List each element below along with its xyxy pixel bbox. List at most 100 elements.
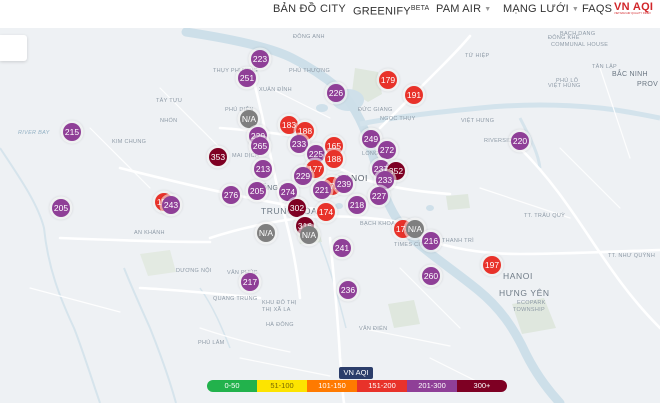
- place-label: TỨ HIỆP: [465, 53, 490, 59]
- aqi-marker[interactable]: N/A: [406, 220, 424, 238]
- aqi-marker[interactable]: 265: [251, 137, 269, 155]
- nav-pam-air-label: PAM AIR: [436, 3, 482, 15]
- place-label: HÀ ĐÔNG: [266, 322, 294, 328]
- place-label: BẮC NINH: [612, 71, 648, 78]
- place-label: TT. TRÂU QUỲ: [524, 213, 566, 219]
- legend-title: VN AQI: [339, 367, 373, 379]
- aqi-marker[interactable]: 226: [327, 84, 345, 102]
- place-label: ECOPARK: [517, 300, 546, 306]
- aqi-marker[interactable]: 174: [317, 203, 335, 221]
- aqi-marker[interactable]: 243: [162, 196, 180, 214]
- map-search-panel[interactable]: [0, 35, 27, 61]
- logo-tagline: VIETNAM AIR QUALITY INDEX: [614, 12, 651, 15]
- aqi-marker[interactable]: 353: [209, 148, 227, 166]
- place-label: PHÚ LỖ: [556, 78, 579, 84]
- aqi-marker[interactable]: 239: [335, 175, 353, 193]
- aqi-marker[interactable]: 191: [405, 86, 423, 104]
- place-label: DƯƠNG NỘI: [176, 268, 212, 274]
- place-label: PHÚ DIỄN: [225, 107, 254, 113]
- aqi-marker[interactable]: 249: [362, 130, 380, 148]
- place-label: VIỆT HƯNG: [461, 118, 495, 124]
- place-label: ĐỐNG ĐA: [256, 185, 291, 192]
- place-label: PROV: [637, 81, 659, 88]
- chevron-down-icon: ▼: [571, 6, 579, 13]
- aqi-marker[interactable]: 233: [290, 135, 308, 153]
- nav-faqs[interactable]: FAQS: [582, 3, 613, 15]
- nav-city[interactable]: CITY: [320, 3, 346, 15]
- place-label: MAI DỊCH: [232, 153, 260, 159]
- place-label: RIVERSIDE: [484, 138, 517, 144]
- logo-text: VN AQI: [614, 1, 654, 13]
- place-label: NHỔN: [160, 118, 178, 124]
- nav-pam-air[interactable]: PAM AIR ▼: [436, 0, 491, 28]
- nav-network-label: MẠNG LƯỚI: [503, 3, 569, 15]
- aqi-marker[interactable]: 229: [294, 167, 312, 185]
- legend-segment-very-unhealthy: 201-300: [407, 380, 457, 392]
- aqi-marker[interactable]: N/A: [240, 110, 258, 128]
- city-label: Hanoi: [338, 173, 368, 183]
- aqi-marker[interactable]: 241: [333, 239, 351, 257]
- chevron-down-icon: ▼: [484, 6, 492, 13]
- aqi-marker[interactable]: 179: [379, 71, 397, 89]
- aqi-marker[interactable]: 225: [307, 145, 325, 163]
- aqi-marker[interactable]: 221: [313, 181, 331, 199]
- aqi-marker[interactable]: 183: [280, 116, 298, 134]
- aqi-marker[interactable]: 216: [422, 232, 440, 250]
- place-label: ĐÔNG ANH: [293, 34, 325, 40]
- place-label: TOWNSHIP: [513, 307, 545, 313]
- place-label: THANH TRÌ: [442, 238, 474, 244]
- place-label: RIVER BAY: [18, 130, 50, 136]
- nav-network[interactable]: MẠNG LƯỚI ▼: [503, 0, 579, 28]
- legend-segment-unhealthy: 151-200: [357, 380, 407, 392]
- top-nav: BẢN ĐỒ CITY GREENIFYBETA PAM AIR ▼ MẠNG L…: [0, 0, 660, 28]
- aqi-marker[interactable]: 302: [288, 199, 306, 217]
- aqi-marker[interactable]: 218: [348, 196, 366, 214]
- place-label: TÂN LẬP: [592, 64, 618, 70]
- aqi-legend: 0-50 51-100 101-150 151-200 201-300 300+: [207, 380, 507, 392]
- place-label: VĂN ĐIỂN: [359, 326, 388, 332]
- aqi-marker[interactable]: N/A: [300, 226, 318, 244]
- aqi-marker[interactable]: 223: [251, 50, 269, 68]
- aqi-marker[interactable]: 217: [241, 273, 259, 291]
- aqi-marker[interactable]: 272: [378, 141, 396, 159]
- place-label: TT. NHƯ QUỲNH: [608, 253, 656, 259]
- aqi-marker[interactable]: 205: [248, 182, 266, 200]
- legend-segment-good: 0-50: [207, 380, 257, 392]
- aqi-marker[interactable]: 215: [63, 123, 81, 141]
- place-label: AN KHÁNH: [134, 230, 165, 236]
- place-label: TÂY TỰU: [156, 98, 183, 104]
- place-label: ĐỨC GIANG: [358, 107, 393, 113]
- legend-segment-moderate: 51-100: [257, 380, 307, 392]
- vnaqi-logo[interactable]: VN AQI VIETNAM AIR QUALITY INDEX: [614, 1, 660, 23]
- aqi-marker[interactable]: 188: [325, 150, 343, 168]
- aqi-marker[interactable]: 251: [238, 69, 256, 87]
- aqi-marker[interactable]: 220: [511, 132, 529, 150]
- place-label: KHU ĐÔ THỊ: [262, 300, 297, 306]
- aqi-marker[interactable]: 236: [339, 281, 357, 299]
- aqi-marker[interactable]: 274: [279, 183, 297, 201]
- place-label: XUÂN ĐỈNH: [259, 87, 292, 93]
- place-label: VIỆT HÙNG: [548, 83, 581, 89]
- aqi-marker[interactable]: 233: [376, 171, 394, 189]
- aqi-marker[interactable]: 213: [254, 160, 272, 178]
- place-label: ĐÔNG KHÊ: [548, 35, 580, 41]
- aqi-marker[interactable]: 227: [370, 187, 388, 205]
- place-label: QUANG TRUNG: [213, 296, 258, 302]
- place-label: NGỌC THỤY: [380, 116, 416, 122]
- place-label: THỊ XÃ LA: [262, 307, 291, 313]
- aqi-marker[interactable]: 197: [483, 256, 501, 274]
- aqi-marker[interactable]: 260: [422, 267, 440, 285]
- legend-segment-unhealthy-sensitive: 101-150: [307, 380, 357, 392]
- place-label: THỤY PHƯƠNG: [213, 68, 259, 74]
- place-label: BẠCH KHOA: [360, 221, 396, 227]
- place-label: HANOI: [503, 271, 533, 281]
- aqi-map[interactable]: ĐÔNG ANH BACH DANG COMMUNAL HOUSE ĐÔNG K…: [0, 28, 660, 403]
- aqi-marker[interactable]: 205: [52, 199, 70, 217]
- place-label: HƯNG YÊN: [499, 288, 550, 298]
- nav-greenify-label: GREENIFY: [353, 5, 411, 18]
- nav-map[interactable]: BẢN ĐỒ: [273, 3, 317, 15]
- aqi-marker[interactable]: 276: [222, 186, 240, 204]
- beta-badge: BETA: [410, 5, 430, 12]
- aqi-marker[interactable]: N/A: [257, 224, 275, 242]
- nav-greenify[interactable]: GREENIFYBETA: [353, 0, 429, 28]
